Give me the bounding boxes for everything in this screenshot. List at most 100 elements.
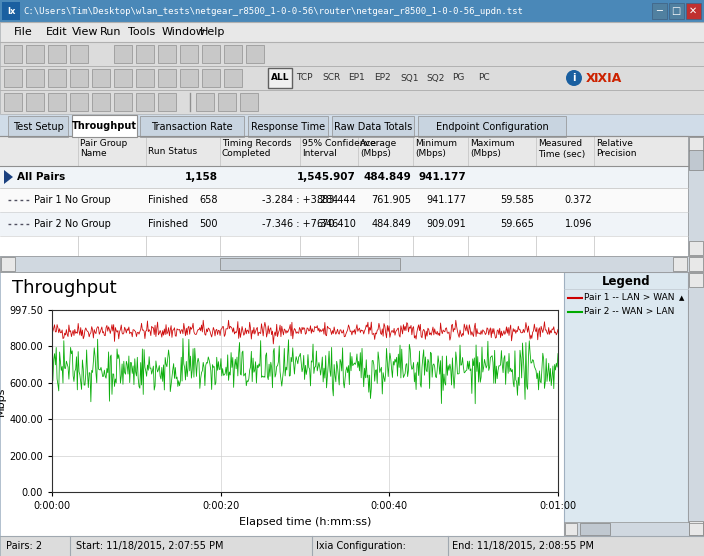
Text: □: □ xyxy=(672,6,681,16)
Text: ─: ─ xyxy=(656,6,662,16)
Bar xyxy=(0,22,704,42)
Bar xyxy=(332,116,414,137)
Text: EP1: EP1 xyxy=(348,73,365,82)
Text: View: View xyxy=(72,27,99,37)
Text: Pairs: 2: Pairs: 2 xyxy=(6,541,42,551)
Text: ▲: ▲ xyxy=(679,295,684,301)
Bar xyxy=(4,69,22,87)
Text: Transaction Rate: Transaction Rate xyxy=(151,122,233,132)
Bar xyxy=(26,69,44,87)
Text: -7.346 : +7.346: -7.346 : +7.346 xyxy=(262,219,338,229)
Text: -3.284 : +3.284: -3.284 : +3.284 xyxy=(262,195,338,205)
Bar xyxy=(564,272,688,536)
Text: Finished: Finished xyxy=(148,195,188,205)
Text: Legend: Legend xyxy=(602,276,650,289)
Bar xyxy=(689,521,703,535)
Bar xyxy=(4,45,22,63)
Bar xyxy=(688,136,704,256)
Text: Test Setup: Test Setup xyxy=(13,122,63,132)
Bar xyxy=(180,69,198,87)
Bar xyxy=(218,93,236,111)
Text: i: i xyxy=(572,73,576,83)
Text: Start: 11/18/2015, 2:07:55 PM: Start: 11/18/2015, 2:07:55 PM xyxy=(76,541,223,551)
Text: Relative: Relative xyxy=(596,140,633,148)
Bar xyxy=(136,69,154,87)
Bar xyxy=(220,258,400,270)
Text: Tools: Tools xyxy=(128,27,156,37)
Text: Run Status: Run Status xyxy=(148,146,197,156)
Bar xyxy=(158,45,176,63)
Text: SCR: SCR xyxy=(322,73,340,82)
Bar xyxy=(114,45,132,63)
Text: 0.372: 0.372 xyxy=(564,195,592,205)
Text: (Mbps): (Mbps) xyxy=(415,150,446,158)
Text: Window: Window xyxy=(162,27,206,37)
Bar xyxy=(689,523,703,535)
Bar xyxy=(202,69,220,87)
Text: Help: Help xyxy=(200,27,225,37)
Bar xyxy=(0,212,688,236)
Bar xyxy=(48,45,66,63)
Text: Completed: Completed xyxy=(222,150,272,158)
Bar xyxy=(180,45,198,63)
Bar xyxy=(565,523,577,535)
Bar xyxy=(72,115,137,137)
Bar xyxy=(688,272,704,536)
Bar xyxy=(158,69,176,87)
Text: Precision: Precision xyxy=(596,150,636,158)
Bar xyxy=(92,93,110,111)
Text: Run: Run xyxy=(100,27,122,37)
Text: 59.585: 59.585 xyxy=(500,195,534,205)
Text: Throughput: Throughput xyxy=(72,121,137,131)
Bar xyxy=(140,116,244,137)
Text: 484.849: 484.849 xyxy=(363,172,411,182)
Bar xyxy=(652,3,667,19)
Bar xyxy=(580,523,610,535)
Bar xyxy=(114,69,132,87)
Bar xyxy=(0,188,688,212)
Text: Throughput: Throughput xyxy=(12,279,117,297)
Bar xyxy=(0,90,704,114)
Text: X: X xyxy=(586,72,596,85)
Bar xyxy=(0,136,688,256)
Text: Ixia Configuration:: Ixia Configuration: xyxy=(316,541,406,551)
Bar xyxy=(0,256,704,272)
Bar xyxy=(26,93,44,111)
Bar xyxy=(268,68,292,88)
Bar xyxy=(0,42,704,66)
Text: Pair Group: Pair Group xyxy=(80,140,127,148)
Bar xyxy=(0,272,564,536)
Text: Pair 1 -- LAN > WAN: Pair 1 -- LAN > WAN xyxy=(584,294,674,302)
Bar xyxy=(224,69,242,87)
Text: Maximum: Maximum xyxy=(470,140,515,148)
Bar xyxy=(0,66,704,90)
Text: Measured: Measured xyxy=(538,140,582,148)
Bar xyxy=(158,93,176,111)
Bar xyxy=(689,150,703,170)
Bar xyxy=(240,93,258,111)
Text: (Mbps): (Mbps) xyxy=(360,150,391,158)
Text: Ix: Ix xyxy=(7,7,15,16)
Bar xyxy=(0,136,688,166)
Bar xyxy=(689,137,703,151)
Text: Interval: Interval xyxy=(302,150,337,158)
Bar xyxy=(136,45,154,63)
Bar xyxy=(2,2,20,20)
Bar xyxy=(0,0,704,22)
Bar xyxy=(136,93,154,111)
Text: 1.096: 1.096 xyxy=(565,219,592,229)
Text: 658: 658 xyxy=(199,195,218,205)
X-axis label: Elapsed time (h:mm:ss): Elapsed time (h:mm:ss) xyxy=(239,517,371,527)
Bar xyxy=(70,45,88,63)
Circle shape xyxy=(566,70,582,86)
Text: 500: 500 xyxy=(199,219,218,229)
Bar xyxy=(0,114,704,136)
Text: EP2: EP2 xyxy=(374,73,391,82)
Text: 941.177: 941.177 xyxy=(418,172,466,182)
Bar xyxy=(4,93,22,111)
Text: 1,545.907: 1,545.907 xyxy=(297,172,356,182)
Polygon shape xyxy=(4,170,13,184)
Text: ALL: ALL xyxy=(271,73,289,82)
Bar xyxy=(248,116,328,137)
Text: 909.091: 909.091 xyxy=(426,219,466,229)
